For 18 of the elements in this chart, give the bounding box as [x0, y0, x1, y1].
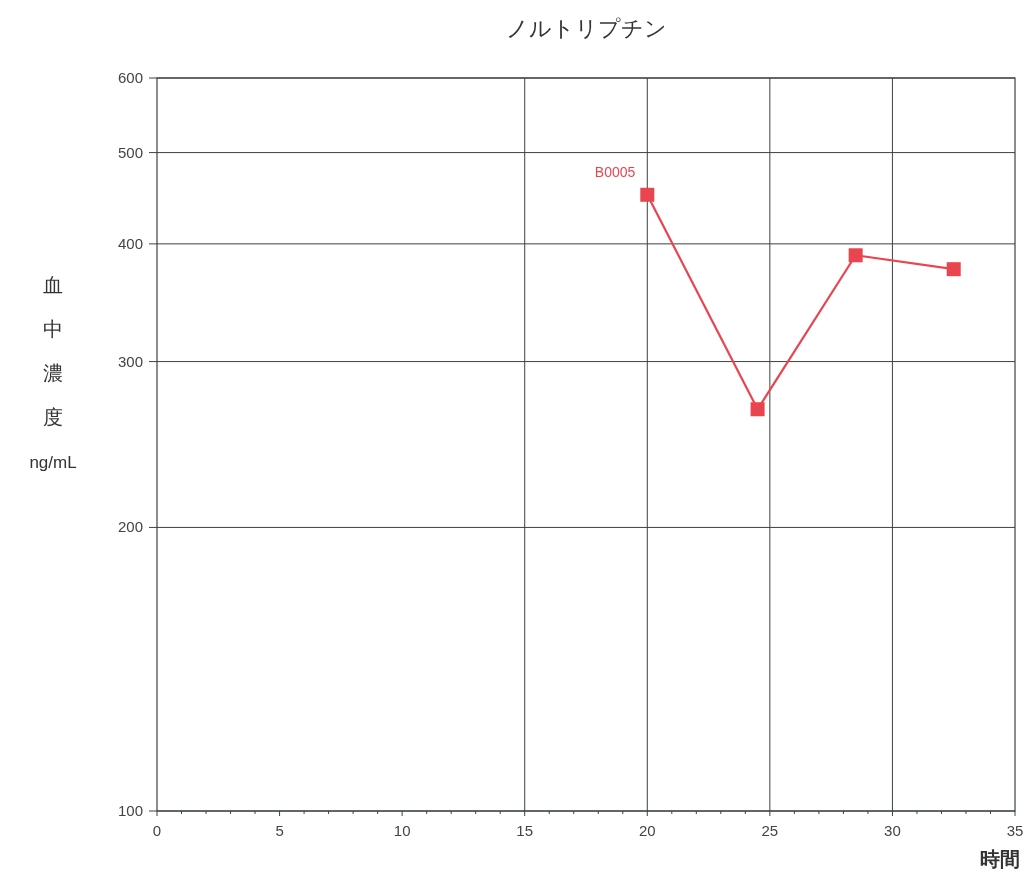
y-tick-label: 500	[117, 143, 143, 161]
y-tick-label: 100	[117, 802, 143, 819]
x-axis-title: 時間	[980, 848, 1020, 870]
x-tick-label: 5	[275, 822, 284, 839]
x-tick-label: 20	[638, 822, 656, 839]
y-tick-label: 300	[117, 352, 143, 370]
x-tick-label: 15	[516, 822, 534, 839]
x-tick-label: 30	[884, 822, 901, 839]
x-tick-label: 35	[1006, 822, 1024, 839]
x-tick-label: 25	[761, 822, 779, 839]
y-tick-label: 600	[117, 69, 143, 86]
x-tick-label: 10	[393, 822, 411, 839]
x-tick-label: 0	[152, 822, 162, 839]
y-tick-label: 200	[117, 518, 143, 536]
series-label: B0005	[594, 163, 636, 180]
y-tick-label: 400	[117, 234, 143, 252]
chart-title: ノルトリプチン	[505, 16, 667, 41]
text: 血中濃度 ng/mL	[29, 274, 77, 472]
